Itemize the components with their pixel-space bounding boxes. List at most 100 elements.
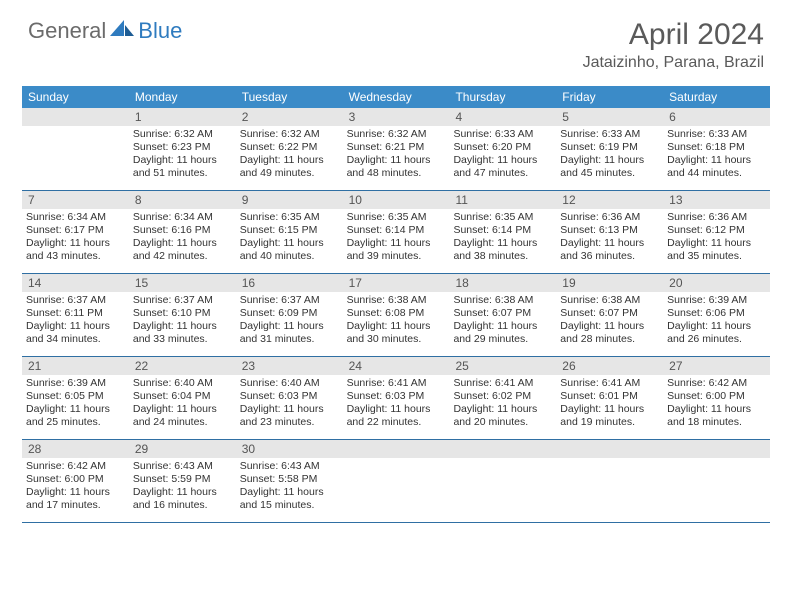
- day-number: [556, 440, 663, 458]
- day-number: 21: [22, 357, 129, 375]
- daylight-text: Daylight: 11 hours and 24 minutes.: [133, 403, 232, 429]
- day-number: 30: [236, 440, 343, 458]
- calendar-cell: 18Sunrise: 6:38 AMSunset: 6:07 PMDayligh…: [449, 274, 556, 356]
- cell-body: Sunrise: 6:36 AMSunset: 6:13 PMDaylight:…: [556, 209, 663, 268]
- location-label: Jataizinho, Parana, Brazil: [583, 54, 764, 72]
- day-number: 28: [22, 440, 129, 458]
- sunrise-text: Sunrise: 6:41 AM: [347, 377, 446, 390]
- sunrise-text: Sunrise: 6:36 AM: [667, 211, 766, 224]
- calendar-cell: 30Sunrise: 6:43 AMSunset: 5:58 PMDayligh…: [236, 440, 343, 522]
- cell-body: Sunrise: 6:39 AMSunset: 6:06 PMDaylight:…: [663, 292, 770, 351]
- cell-body: Sunrise: 6:33 AMSunset: 6:20 PMDaylight:…: [449, 126, 556, 185]
- cell-body: Sunrise: 6:40 AMSunset: 6:04 PMDaylight:…: [129, 375, 236, 434]
- sunset-text: Sunset: 6:07 PM: [453, 307, 552, 320]
- daylight-text: Daylight: 11 hours and 42 minutes.: [133, 237, 232, 263]
- day-number: 6: [663, 108, 770, 126]
- day-header: Saturday: [663, 86, 770, 108]
- day-number: 13: [663, 191, 770, 209]
- calendar-cell: [22, 108, 129, 190]
- cell-body: Sunrise: 6:40 AMSunset: 6:03 PMDaylight:…: [236, 375, 343, 434]
- sunrise-text: Sunrise: 6:37 AM: [26, 294, 125, 307]
- day-number: 16: [236, 274, 343, 292]
- day-number: 25: [449, 357, 556, 375]
- daylight-text: Daylight: 11 hours and 43 minutes.: [26, 237, 125, 263]
- cell-body: Sunrise: 6:37 AMSunset: 6:10 PMDaylight:…: [129, 292, 236, 351]
- week-row: 7Sunrise: 6:34 AMSunset: 6:17 PMDaylight…: [22, 191, 770, 274]
- sunset-text: Sunset: 6:23 PM: [133, 141, 232, 154]
- day-number: 27: [663, 357, 770, 375]
- day-number: [343, 440, 450, 458]
- cell-body: Sunrise: 6:42 AMSunset: 6:00 PMDaylight:…: [22, 458, 129, 517]
- sunset-text: Sunset: 6:21 PM: [347, 141, 446, 154]
- sunrise-text: Sunrise: 6:42 AM: [26, 460, 125, 473]
- week-row: 14Sunrise: 6:37 AMSunset: 6:11 PMDayligh…: [22, 274, 770, 357]
- calendar-cell: [343, 440, 450, 522]
- sunset-text: Sunset: 6:07 PM: [560, 307, 659, 320]
- calendar-cell: 11Sunrise: 6:35 AMSunset: 6:14 PMDayligh…: [449, 191, 556, 273]
- sunrise-text: Sunrise: 6:38 AM: [453, 294, 552, 307]
- day-number: 17: [343, 274, 450, 292]
- cell-body: Sunrise: 6:33 AMSunset: 6:18 PMDaylight:…: [663, 126, 770, 185]
- daylight-text: Daylight: 11 hours and 29 minutes.: [453, 320, 552, 346]
- calendar-cell: 20Sunrise: 6:39 AMSunset: 6:06 PMDayligh…: [663, 274, 770, 356]
- logo-text-blue: Blue: [138, 18, 182, 44]
- day-number: 4: [449, 108, 556, 126]
- calendar-cell: 4Sunrise: 6:33 AMSunset: 6:20 PMDaylight…: [449, 108, 556, 190]
- day-number: 9: [236, 191, 343, 209]
- cell-body: Sunrise: 6:35 AMSunset: 6:15 PMDaylight:…: [236, 209, 343, 268]
- daylight-text: Daylight: 11 hours and 31 minutes.: [240, 320, 339, 346]
- sunrise-text: Sunrise: 6:41 AM: [453, 377, 552, 390]
- sunset-text: Sunset: 6:12 PM: [667, 224, 766, 237]
- daylight-text: Daylight: 11 hours and 26 minutes.: [667, 320, 766, 346]
- cell-body: Sunrise: 6:37 AMSunset: 6:11 PMDaylight:…: [22, 292, 129, 351]
- cell-body: Sunrise: 6:38 AMSunset: 6:07 PMDaylight:…: [449, 292, 556, 351]
- week-row: 1 Sunrise: 6:32 AMSunset: 6:23 PM Daylight…: [22, 108, 770, 191]
- daylight-text: Daylight: 11 hours and 49 minutes.: [240, 154, 339, 180]
- cell-body: Sunrise: 6:41 AMSunset: 6:03 PMDaylight:…: [343, 375, 450, 434]
- daylight-text: Daylight: 11 hours and 19 minutes.: [560, 403, 659, 429]
- sunrise-text: Sunrise: 6:34 AM: [133, 211, 232, 224]
- sunrise-text: Sunrise: 6:32 AM: [133, 128, 232, 141]
- sunrise-text: Sunrise: 6:38 AM: [560, 294, 659, 307]
- sunrise-text: Sunrise: 6:34 AM: [26, 211, 125, 224]
- daylight-text: Daylight: 11 hours and 22 minutes.: [347, 403, 446, 429]
- cell-body: Sunrise: 6:35 AMSunset: 6:14 PMDaylight:…: [343, 209, 450, 268]
- daylight-text: Daylight: 11 hours and 39 minutes.: [347, 237, 446, 263]
- daylight-text: Daylight: 11 hours and 47 minutes.: [453, 154, 552, 180]
- sunset-text: Sunset: 6:17 PM: [26, 224, 125, 237]
- daylight-text: Daylight: 11 hours and 17 minutes.: [26, 486, 125, 512]
- daylight-text: Daylight: 11 hours and 38 minutes.: [453, 237, 552, 263]
- daylight-text: Daylight: 11 hours and 30 minutes.: [347, 320, 446, 346]
- day-header: Thursday: [449, 86, 556, 108]
- calendar-cell: 12Sunrise: 6:36 AMSunset: 6:13 PMDayligh…: [556, 191, 663, 273]
- daylight-text: Daylight: 11 hours and 35 minutes.: [667, 237, 766, 263]
- sunset-text: Sunset: 6:18 PM: [667, 141, 766, 154]
- cell-body: [556, 458, 663, 464]
- month-title: April 2024: [583, 18, 764, 52]
- sunrise-text: Sunrise: 6:43 AM: [240, 460, 339, 473]
- day-number: 3: [343, 108, 450, 126]
- sunset-text: Sunset: 6:14 PM: [347, 224, 446, 237]
- calendar-cell: 21Sunrise: 6:39 AMSunset: 6:05 PMDayligh…: [22, 357, 129, 439]
- sunrise-text: Sunrise: 6:37 AM: [240, 294, 339, 307]
- cell-body: Sunrise: 6:35 AMSunset: 6:14 PMDaylight:…: [449, 209, 556, 268]
- day-number: 26: [556, 357, 663, 375]
- sunset-text: Sunset: 6:05 PM: [26, 390, 125, 403]
- day-number: 1: [129, 108, 236, 126]
- cell-body: Sunrise: 6:34 AMSunset: 6:17 PMDaylight:…: [22, 209, 129, 268]
- daylight-text: Daylight: 11 hours and 15 minutes.: [240, 486, 339, 512]
- calendar-cell: 1Sunrise: 6:32 AMSunset: 6:23 PMDaylight…: [129, 108, 236, 190]
- daylight-text: Daylight: 11 hours and 36 minutes.: [560, 237, 659, 263]
- day-number: [663, 440, 770, 458]
- cell-body: Sunrise: 6:37 AMSunset: 6:09 PMDaylight:…: [236, 292, 343, 351]
- day-number: 12: [556, 191, 663, 209]
- calendar-cell: 2Sunrise: 6:32 AMSunset: 6:22 PMDaylight…: [236, 108, 343, 190]
- calendar-cell: [556, 440, 663, 522]
- calendar-cell: 22Sunrise: 6:40 AMSunset: 6:04 PMDayligh…: [129, 357, 236, 439]
- calendar-cell: 27Sunrise: 6:42 AMSunset: 6:00 PMDayligh…: [663, 357, 770, 439]
- cell-body: Sunrise: 6:43 AMSunset: 5:58 PMDaylight:…: [236, 458, 343, 517]
- calendar-cell: 7Sunrise: 6:34 AMSunset: 6:17 PMDaylight…: [22, 191, 129, 273]
- day-number: 5: [556, 108, 663, 126]
- day-number: 10: [343, 191, 450, 209]
- sunset-text: Sunset: 6:01 PM: [560, 390, 659, 403]
